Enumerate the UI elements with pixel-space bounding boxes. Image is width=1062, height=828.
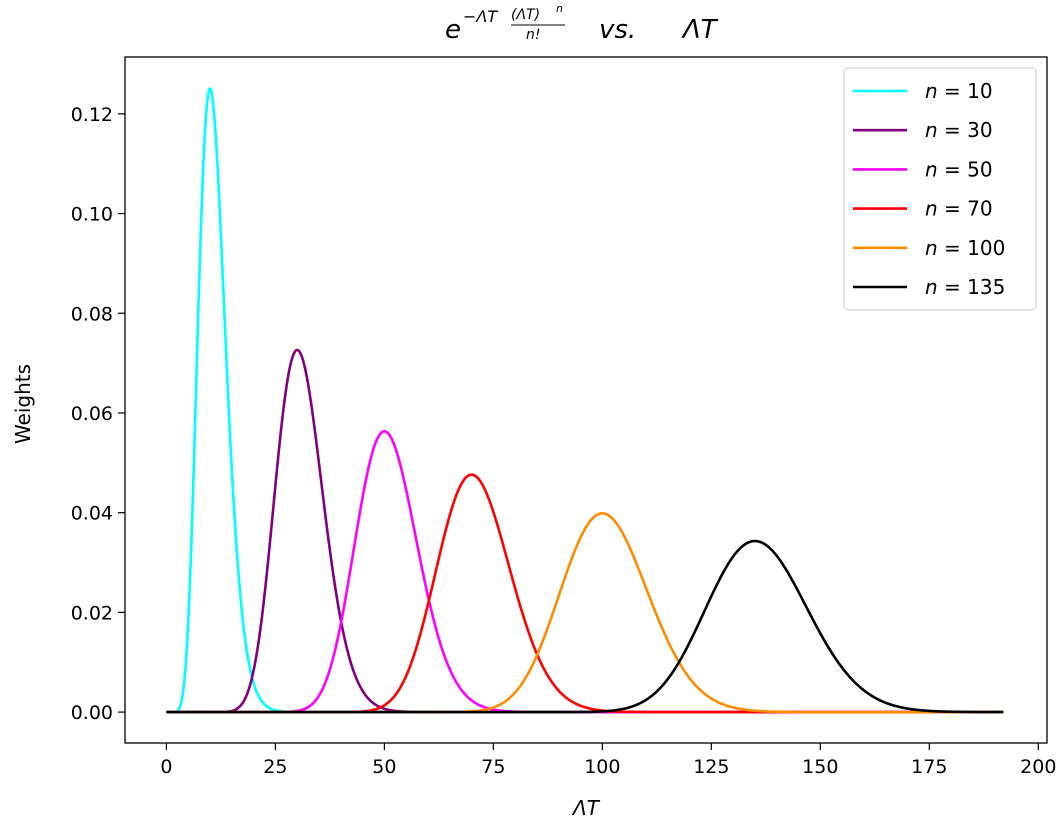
y-axis: 0.00 0.02 0.04 0.06 0.08 0.10 0.12 [71, 104, 125, 724]
x-tick-label: 25 [263, 756, 287, 778]
legend-label: n = 70 [925, 197, 993, 221]
y-tick-label: 0.02 [71, 602, 113, 624]
series-lines [166, 87, 1004, 714]
legend-label: n = 10 [925, 79, 993, 103]
legend-item-n10: n = 10 [853, 79, 993, 103]
legend: n = 10 n = 30 n = 50 n = 70 n = 100 n = 135 [843, 67, 1037, 311]
title-exponent-numerator: (ΛT) [511, 7, 540, 23]
legend-label: n = 135 [925, 275, 1005, 299]
legend-label: n = 100 [925, 236, 1005, 260]
legend-item-n100: n = 100 [853, 236, 1005, 260]
legend-label: n = 50 [925, 157, 993, 181]
y-tick-label: 0.06 [71, 403, 113, 425]
y-tick-label: 0.10 [71, 204, 113, 226]
y-tick-label: 0.12 [71, 104, 113, 126]
title-rhs: ΛT [681, 15, 719, 45]
x-axis: 0 25 50 75 100 125 150 175 200 [160, 743, 1056, 778]
x-tick-label: 200 [1020, 756, 1056, 778]
x-tick-label: 0 [160, 756, 172, 778]
plot-frame [124, 56, 1048, 744]
legend-label: n = 30 [925, 118, 993, 142]
legend-item-n70: n = 70 [853, 197, 993, 221]
y-axis-label: Weights [11, 364, 35, 444]
title-exponent: −ΛT [463, 7, 498, 26]
x-tick-label: 150 [802, 756, 838, 778]
y-tick-label: 0.04 [71, 503, 113, 525]
title-prefix: e [445, 15, 461, 45]
x-tick-label: 75 [481, 756, 505, 778]
x-tick-label: 50 [372, 756, 396, 778]
title-vs: vs. [599, 15, 636, 45]
x-tick-label: 175 [911, 756, 947, 778]
legend-box [843, 67, 1037, 311]
y-tick-label: 0.00 [71, 702, 113, 724]
x-tick-label: 100 [584, 756, 620, 778]
series-line-n135 [166, 539, 1004, 714]
title-exponent-numerator-power: n [556, 2, 563, 15]
legend-item-n50: n = 50 [853, 157, 993, 181]
legend-item-n30: n = 30 [853, 118, 993, 142]
chart-title: e −ΛT (ΛT) n n! vs. ΛT [445, 2, 719, 45]
legend-item-n135: n = 135 [853, 275, 1005, 299]
y-tick-label: 0.08 [71, 303, 113, 325]
x-axis-label: ΛT [571, 796, 601, 820]
title-exponent-denominator: n! [526, 27, 541, 43]
x-tick-label: 125 [693, 756, 729, 778]
